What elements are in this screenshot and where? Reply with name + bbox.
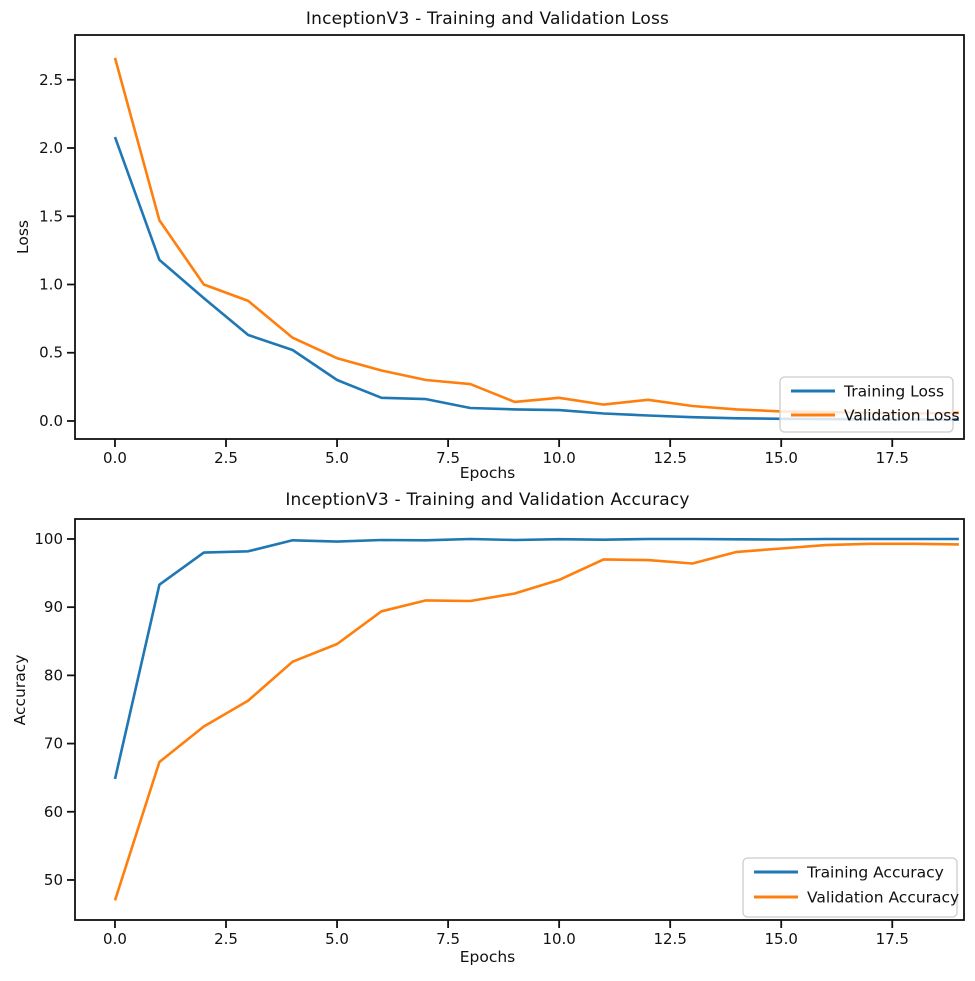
y-tick-label: 0.0 [39, 412, 63, 430]
loss-chart-title: InceptionV3 - Training and Validation Lo… [305, 9, 670, 29]
legend-entry-label: Training Loss [843, 383, 944, 401]
y-tick-label: 100 [34, 530, 63, 548]
x-tick-label: 0.0 [103, 449, 127, 467]
y-tick-label: 70 [44, 735, 63, 753]
y-tick-label: 60 [44, 803, 63, 821]
legend: Training Accuracy Validation Accuracy [742, 857, 959, 918]
legend-entry-training-loss: Training Loss [791, 383, 944, 401]
x-tick-label: 5.0 [325, 449, 349, 467]
legend-entry-training-accuracy: Training Accuracy [754, 864, 944, 882]
legend-entry-validation-accuracy: Validation Accuracy [754, 889, 959, 907]
training-accuracy-line [113, 537, 959, 780]
x-tick-label: 15.0 [765, 449, 798, 467]
y-tick-label: 90 [44, 598, 63, 616]
y-tick-label: 1.0 [39, 275, 63, 293]
x-tick-label: 0.0 [103, 930, 127, 948]
x-tick-label: 10.0 [542, 449, 575, 467]
loss-xaxis-label: Epochs [459, 464, 516, 482]
x-tick-label: 17.5 [876, 930, 909, 948]
plot-border [74, 34, 965, 440]
loss-chart: 0.0 2.5 5.0 7.5 10.0 12.5 15.0 17.5 0.0 0.5 1.0 1.5… [39, 34, 965, 467]
y-tick-label: 1.5 [39, 207, 63, 225]
validation-accuracy-line [113, 542, 959, 901]
x-tick-label: 7.5 [436, 449, 460, 467]
y-tick-label: 50 [44, 871, 63, 889]
accuracy-chart: 0.0 2.5 5.0 7.5 10.0 12.5 15.0 17.5 50 60 70 80 90 10… [34, 518, 965, 948]
x-tick-label: 2.5 [214, 449, 238, 467]
legend: Training Loss Validation Loss [779, 376, 959, 433]
loss-yaxis-label: Loss [14, 220, 32, 254]
legend-entry-validation-loss: Validation Loss [791, 407, 959, 425]
x-tick-label: 17.5 [876, 449, 909, 467]
validation-loss-line [113, 57, 959, 415]
x-tick-label: 2.5 [214, 930, 238, 948]
y-tick-label: 2.5 [39, 71, 63, 89]
accuracy-yaxis-label: Accuracy [11, 654, 29, 726]
x-tick-label: 12.5 [653, 930, 686, 948]
accuracy-chart-title: InceptionV3 - Training and Validation Ac… [285, 490, 690, 510]
x-tick-label: 15.0 [765, 930, 798, 948]
x-tick-label: 7.5 [436, 930, 460, 948]
x-tick-label: 5.0 [325, 930, 349, 948]
y-tick-label: 0.5 [39, 344, 63, 362]
x-tick-label: 10.0 [542, 930, 575, 948]
legend-entry-label: Validation Loss [844, 407, 959, 425]
legend-entry-label: Training Accuracy [806, 864, 944, 882]
legend-entry-label: Validation Accuracy [807, 889, 959, 907]
plot-border [74, 518, 965, 921]
x-tick-label: 12.5 [653, 449, 686, 467]
y-tick-label: 80 [44, 666, 63, 684]
y-tick-label: 2.0 [39, 139, 63, 157]
accuracy-xaxis-label: Epochs [459, 948, 516, 966]
